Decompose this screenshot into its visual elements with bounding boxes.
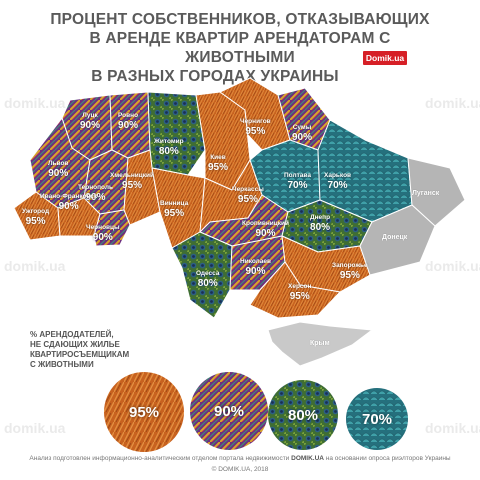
label-kherson: Херсон 95% — [288, 283, 312, 302]
label-kyiv: Киев 95% — [208, 154, 229, 173]
region-crimea — [267, 321, 373, 367]
label-dnipro: Днепр 80% — [310, 214, 331, 233]
region-luhansk — [407, 157, 466, 227]
label-odesa: Одесса 80% — [196, 270, 220, 289]
legend-circle-feather: 90% — [190, 372, 268, 450]
region-donetsk — [359, 204, 436, 276]
footer-suffix: на основании опроса риэлторов Украины — [325, 455, 451, 462]
title-line-2: В АРЕНДЕ КВАРТИР АРЕНДАТОРАМ С ЖИВОТНЫМИ — [89, 30, 391, 66]
legend-circle-fur: 95% — [104, 372, 184, 452]
label-uzhhorod: Ужгород 95% — [22, 208, 50, 227]
legend-value: 90% — [213, 402, 245, 420]
legend-value: 95% — [128, 403, 160, 421]
region-chernivtsi — [93, 209, 131, 247]
label-rivne: Ровно 90% — [118, 112, 139, 131]
brand-logo: Domik.ua — [363, 51, 407, 65]
label-vinnytsia: Винница 95% — [160, 200, 189, 219]
legend-title-line: НЕ СДАЮЩИХ ЖИЛЬЕ — [30, 340, 120, 349]
peacock-swatch — [268, 380, 338, 450]
footer-source: Анализ подготовлен информационно-аналити… — [0, 455, 480, 462]
label-poltava: Полтава 70% — [284, 172, 311, 191]
legend-title-line: С ЖИВОТНЫМИ — [30, 360, 94, 369]
region-kherson — [249, 261, 341, 319]
label-ivano-frankivsk: Ивано-Франковск 90% — [40, 193, 98, 212]
label-crimea: Крым — [310, 340, 330, 347]
region-zhytomyr — [147, 91, 206, 176]
label-sumy: Сумы 90% — [292, 124, 313, 143]
map-title: ПРОЦЕНТ СОБСТВЕННИКОВ, ОТКАЗЫВАЮЩИХ В АР… — [36, 10, 444, 86]
legend-circle-peacock: 80% — [268, 380, 338, 450]
watermark: domik.ua — [4, 258, 66, 274]
watermark: domik.ua — [425, 258, 480, 274]
footer-prefix: Анализ подготовлен информационно-аналити… — [29, 455, 290, 462]
legend-title-line: КВАРТИРОСЪЕМЩИКАМ — [30, 350, 130, 359]
title-line-1: ПРОЦЕНТ СОБСТВЕННИКОВ, ОТКАЗЫВАЮЩИХ — [50, 11, 430, 28]
label-zaporizhzhia: Запорожье 95% — [332, 262, 368, 281]
watermark: domik.ua — [4, 95, 66, 111]
title-line-3: В РАЗНЫХ ГОРОДАХ УКРАИНЫ — [91, 68, 339, 85]
label-chernivtsi: Черновцы 90% — [86, 224, 120, 243]
legend-title: % АРЕНДОДАТЕЛЕЙ, НЕ СДАЮЩИХ ЖИЛЬЕ КВАРТИ… — [30, 330, 160, 370]
label-chernihiv: Чернигов 95% — [240, 118, 271, 137]
label-donetsk: Донецк — [382, 234, 408, 241]
label-lutsk: Луцк 90% — [80, 112, 101, 131]
watermark: domik.ua — [4, 420, 66, 436]
label-ternopil: Тернополь 90% — [78, 184, 113, 203]
legend-value: 80% — [287, 406, 319, 424]
fur-swatch — [104, 372, 184, 452]
label-luhansk: Луганск — [412, 190, 440, 197]
feather-swatch — [190, 372, 268, 450]
label-khmelnytskyi: Хмельницкий 95% — [110, 172, 155, 191]
region-odesa — [171, 231, 233, 319]
label-kropyvnytskyi: Кропивницкий 90% — [242, 220, 289, 239]
watermark: domik.ua — [425, 420, 480, 436]
watermark: domik.ua — [425, 95, 480, 111]
label-mykolaiv: Николаев 90% — [240, 258, 272, 277]
footer-site: DOMIK.UA — [291, 455, 324, 462]
legend-title-line: % АРЕНДОДАТЕЛЕЙ, — [30, 330, 114, 339]
label-lviv: Львов 90% — [48, 160, 69, 179]
label-kharkiv: Харьков 70% — [324, 172, 352, 191]
scales-swatch — [346, 388, 408, 450]
legend-value: 70% — [361, 410, 393, 428]
legend-circle-scales: 70% — [346, 388, 408, 450]
label-zhytomyr: Житомир 80% — [154, 138, 184, 157]
label-cherkasy: Черкассы 95% — [232, 186, 264, 205]
footer-copyright: © DOMIK.UA, 2018 — [211, 466, 269, 473]
